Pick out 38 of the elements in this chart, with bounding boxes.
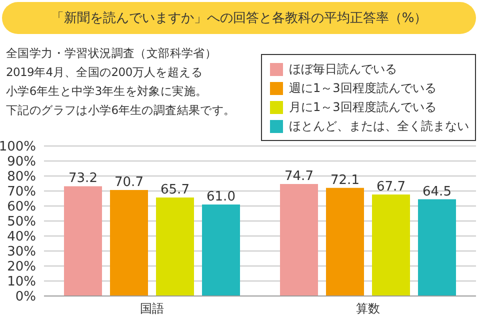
legend-label: 週に1～3回程度読んでいる	[288, 80, 438, 97]
data-label: 73.2	[68, 171, 98, 186]
y-tick-label: 20%	[7, 260, 36, 275]
y-tick-label: 60%	[7, 200, 36, 215]
bar	[372, 194, 410, 296]
text: 全国学力・学習状況調査（文部科学省）	[6, 45, 217, 62]
bar	[64, 186, 102, 296]
data-label: 67.7	[376, 179, 406, 194]
y-tick-label: 50%	[7, 214, 36, 230]
y-tick-label: 70%	[7, 184, 36, 200]
text: 下記のグラフは小学6年生の調査結果です。	[6, 102, 236, 119]
data-label: 74.7	[284, 168, 314, 184]
x-tick-label: 国語	[140, 302, 164, 316]
x-tick-label: 算数	[356, 302, 380, 316]
chart-title: 「新聞を読んでいますか」への回答と各教科の平均正答率（%）	[2, 2, 476, 34]
legend-label: ほぼ毎日読んでいる	[288, 61, 398, 78]
text: 2019年4月、全国の200万人を超える	[6, 64, 203, 81]
y-tick-label: 0%	[15, 290, 36, 305]
data-label: 61.0	[206, 190, 236, 204]
data-label: 72.1	[330, 172, 360, 188]
y-tick-label: 40%	[7, 230, 36, 245]
data-label: 70.7	[114, 174, 144, 190]
bar	[326, 188, 364, 296]
data-label: 65.7	[160, 182, 190, 198]
bar	[418, 199, 456, 296]
bar	[202, 204, 240, 296]
y-tick-label: 10%	[7, 274, 36, 290]
y-tick-label: 90%	[7, 154, 36, 170]
text: 小学6年生と中学3年生を対象に実施。	[6, 83, 208, 100]
data-label: 64.5	[422, 184, 452, 200]
y-tick-label: 100%	[0, 140, 36, 155]
bar	[280, 184, 318, 296]
legend-label: ほとんど、または、全く読まない	[288, 118, 469, 135]
y-tick-label: 30%	[7, 244, 36, 260]
bar	[156, 197, 194, 296]
legend-label: 月に1～3回程度読んでいる	[288, 99, 438, 116]
bar	[110, 190, 148, 296]
y-tick-label: 80%	[7, 170, 36, 185]
